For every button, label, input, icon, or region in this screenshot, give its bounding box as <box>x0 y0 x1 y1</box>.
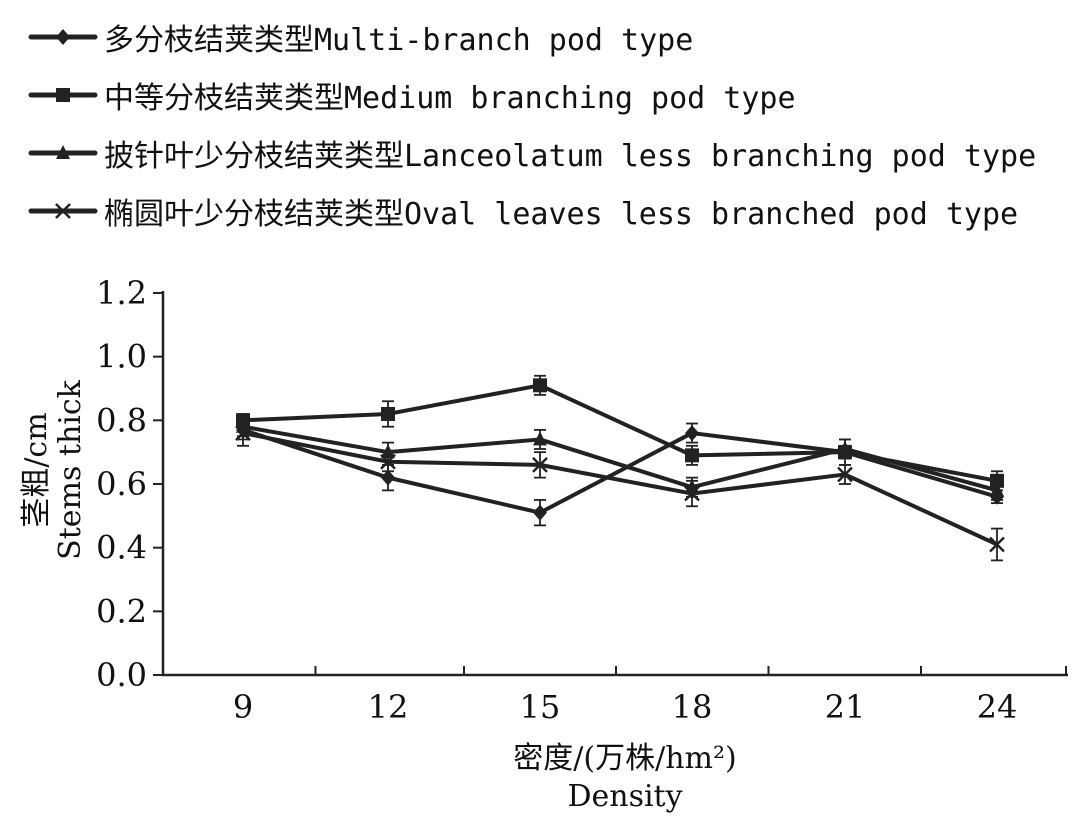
legend-marker <box>56 29 70 45</box>
data-point <box>838 440 852 455</box>
series-line <box>242 427 998 515</box>
data-point <box>685 448 699 463</box>
x-tick-label: 21 <box>825 688 866 726</box>
x-tick-label: 12 <box>368 688 409 726</box>
data-point <box>381 469 395 486</box>
legend-marker <box>56 88 70 102</box>
y-tick-label: 1.0 <box>96 338 147 376</box>
legend-label-cn: 披针叶少分枝结荚类型 <box>104 139 404 174</box>
series-line <box>242 424 998 493</box>
data-point <box>837 466 853 483</box>
series-x <box>235 419 1005 562</box>
legend-swatch <box>28 145 98 159</box>
data-point <box>380 453 396 470</box>
series-square <box>236 374 1004 492</box>
data-point <box>989 536 1005 553</box>
data-point <box>990 482 1004 497</box>
data-point <box>533 378 547 393</box>
y-tick-label: 0.6 <box>96 465 147 503</box>
data-point <box>381 444 395 459</box>
legend-item-diamond: 多分枝结荚类型Multi-branch pod type <box>28 8 1036 66</box>
x-axis-title-cn: 密度/(万株/hm²) <box>513 741 736 776</box>
legend: 多分枝结荚类型Multi-branch pod type 中等分枝结荚类型Medi… <box>28 8 1036 240</box>
legend-label-en: Lanceolatum less branching pod type <box>404 139 1037 174</box>
legend-item-square: 中等分枝结荚类型Medium branching pod type <box>28 66 1036 124</box>
legend-marker <box>55 203 71 219</box>
y-axis-title-en: Stems thick <box>53 379 88 560</box>
x-axis-title-en: Density <box>567 779 682 814</box>
x-tick-label: 18 <box>672 688 713 726</box>
y-tick-label: 1.2 <box>96 274 147 312</box>
legend-label-en: Multi-branch pod type <box>314 23 694 58</box>
legend-swatch <box>28 29 98 45</box>
legend-label-cn: 中等分枝结荚类型 <box>104 81 344 116</box>
y-tick-label: 0.8 <box>96 401 147 439</box>
y-tick-label: 0.0 <box>96 656 147 694</box>
y-tick-label: 0.2 <box>96 592 147 630</box>
series-diamond <box>236 419 1004 527</box>
y-axis-title-cn: 茎粗/cm <box>19 412 54 527</box>
y-tick-label: 0.4 <box>96 529 147 567</box>
data-point <box>684 485 700 502</box>
data-point <box>381 406 395 421</box>
data-point <box>685 425 699 442</box>
legend-swatch <box>28 88 98 102</box>
legend-label-en: Oval leaves less branched pod type <box>404 197 1019 232</box>
data-point <box>533 504 547 521</box>
data-point <box>533 431 547 446</box>
legend-marker <box>56 145 70 159</box>
legend-label-en: Medium branching pod type <box>344 81 796 116</box>
series-triangle <box>236 416 1004 501</box>
legend-swatch <box>28 203 98 219</box>
data-point <box>532 457 548 473</box>
data-point <box>235 425 251 441</box>
x-tick-label: 9 <box>233 688 253 726</box>
x-tick-label: 24 <box>977 688 1018 726</box>
legend-item-x: 椭圆叶少分枝结荚类型Oval leaves less branched pod … <box>28 182 1036 240</box>
legend-label-cn: 多分枝结荚类型 <box>104 23 314 58</box>
legend-item-triangle: 披针叶少分枝结荚类型Lanceolatum less branching pod… <box>28 124 1036 182</box>
x-tick-label: 15 <box>520 688 561 726</box>
legend-label-cn: 椭圆叶少分枝结荚类型 <box>104 197 404 232</box>
series-line <box>242 431 998 547</box>
